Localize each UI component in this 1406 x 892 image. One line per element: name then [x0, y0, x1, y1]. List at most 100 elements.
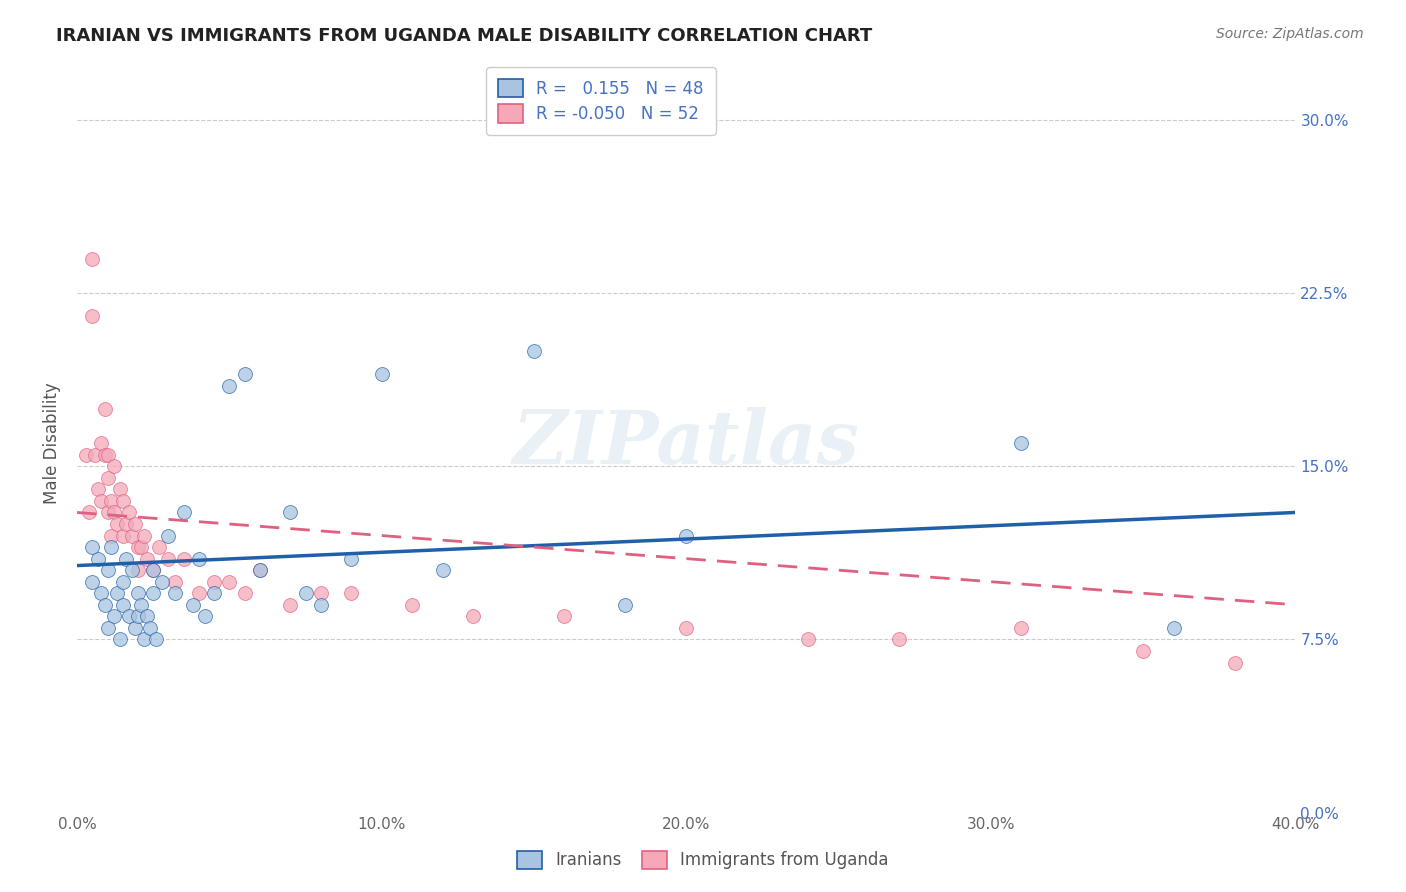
Point	[96, 471, 118, 485]
Point	[553, 609, 575, 624]
Point	[340, 551, 363, 566]
Point	[90, 586, 112, 600]
Point	[249, 563, 271, 577]
Point	[278, 598, 301, 612]
Point	[93, 598, 115, 612]
Point	[187, 586, 209, 600]
Point	[100, 528, 122, 542]
Point	[96, 563, 118, 577]
Point	[111, 494, 134, 508]
Point	[461, 609, 484, 624]
Point	[218, 574, 240, 589]
Point	[118, 506, 141, 520]
Point	[82, 574, 104, 589]
Point	[82, 540, 104, 554]
Point	[111, 598, 134, 612]
Point	[340, 586, 363, 600]
Point	[797, 632, 820, 647]
Point	[127, 563, 149, 577]
Text: Source: ZipAtlas.com: Source: ZipAtlas.com	[1216, 27, 1364, 41]
Point	[121, 563, 143, 577]
Point	[127, 540, 149, 554]
Point	[84, 448, 107, 462]
Point	[142, 586, 165, 600]
Point	[90, 494, 112, 508]
Point	[523, 343, 546, 358]
Point	[118, 609, 141, 624]
Point	[132, 528, 155, 542]
Point	[82, 310, 104, 324]
Point	[889, 632, 911, 647]
Point	[142, 563, 165, 577]
Point	[111, 528, 134, 542]
Point	[150, 574, 173, 589]
Point	[675, 621, 697, 635]
Point	[173, 551, 195, 566]
Point	[103, 506, 125, 520]
Point	[202, 586, 225, 600]
Point	[157, 528, 180, 542]
Point	[100, 494, 122, 508]
Point	[187, 551, 209, 566]
Point	[1223, 656, 1246, 670]
Point	[93, 448, 115, 462]
Point	[100, 540, 122, 554]
Point	[96, 448, 118, 462]
Point	[142, 563, 165, 577]
Point	[82, 252, 104, 266]
Text: ZIPatlas: ZIPatlas	[513, 407, 859, 480]
Point	[1163, 621, 1185, 635]
Point	[127, 609, 149, 624]
Point	[309, 586, 332, 600]
Point	[145, 632, 167, 647]
Point	[194, 609, 217, 624]
Point	[614, 598, 637, 612]
Point	[163, 586, 186, 600]
Point	[93, 401, 115, 416]
Point	[1132, 644, 1154, 658]
Point	[77, 506, 100, 520]
Point	[127, 586, 149, 600]
Point	[129, 540, 152, 554]
Point	[136, 609, 159, 624]
Point	[129, 598, 152, 612]
Point	[90, 436, 112, 450]
Text: IRANIAN VS IMMIGRANTS FROM UGANDA MALE DISABILITY CORRELATION CHART: IRANIAN VS IMMIGRANTS FROM UGANDA MALE D…	[56, 27, 873, 45]
Point	[278, 506, 301, 520]
Legend: R =   0.155   N = 48, R = -0.050   N = 52: R = 0.155 N = 48, R = -0.050 N = 52	[486, 68, 716, 135]
Point	[111, 574, 134, 589]
Legend: Iranians, Immigrants from Uganda: Iranians, Immigrants from Uganda	[508, 840, 898, 880]
Point	[108, 632, 131, 647]
Point	[309, 598, 332, 612]
Point	[294, 586, 316, 600]
Point	[148, 540, 170, 554]
Point	[202, 574, 225, 589]
Point	[114, 551, 136, 566]
Point	[87, 483, 110, 497]
Point	[173, 506, 195, 520]
Point	[103, 609, 125, 624]
Y-axis label: Male Disability: Male Disability	[44, 383, 60, 504]
Point	[163, 574, 186, 589]
Point	[114, 516, 136, 531]
Point	[432, 563, 454, 577]
Point	[124, 621, 146, 635]
Point	[218, 378, 240, 392]
Point	[87, 551, 110, 566]
Point	[124, 516, 146, 531]
Point	[181, 598, 204, 612]
Point	[136, 551, 159, 566]
Point	[103, 459, 125, 474]
Point	[132, 632, 155, 647]
Point	[105, 516, 128, 531]
Point	[96, 506, 118, 520]
Point	[121, 528, 143, 542]
Point	[1010, 436, 1032, 450]
Point	[1010, 621, 1032, 635]
Point	[75, 448, 97, 462]
Point	[105, 586, 128, 600]
Point	[675, 528, 697, 542]
Point	[233, 367, 256, 381]
Point	[233, 586, 256, 600]
Point	[96, 621, 118, 635]
